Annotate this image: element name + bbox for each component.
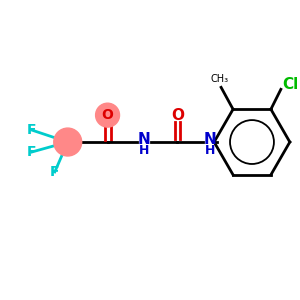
Circle shape — [96, 103, 119, 127]
Text: O: O — [102, 108, 113, 122]
Text: CH₃: CH₃ — [210, 74, 228, 84]
Text: H: H — [139, 145, 150, 158]
Text: F: F — [50, 165, 59, 179]
Text: F: F — [27, 123, 37, 137]
Text: N: N — [138, 131, 151, 146]
Text: Cl: Cl — [283, 77, 299, 92]
Circle shape — [54, 128, 82, 156]
Text: H: H — [205, 145, 215, 158]
Text: F: F — [27, 145, 37, 159]
Text: N: N — [204, 131, 217, 146]
Text: O: O — [171, 108, 184, 123]
